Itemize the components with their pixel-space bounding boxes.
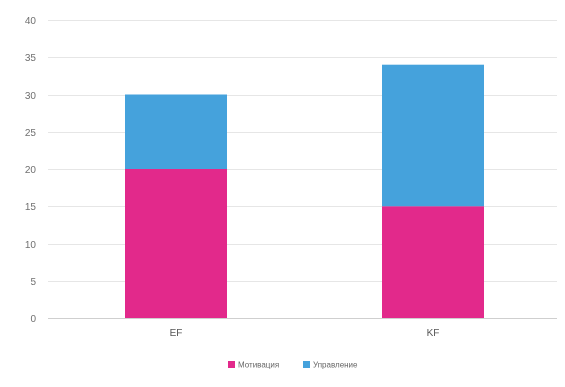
y-tick-label: 0 bbox=[30, 314, 36, 325]
bar-segment-management-ef[interactable] bbox=[125, 94, 227, 170]
x-axis-ticks: EF KF bbox=[170, 328, 440, 339]
legend-label[interactable]: Управление bbox=[313, 361, 358, 370]
bar-segment-motivation-kf[interactable] bbox=[382, 206, 484, 318]
y-tick-label: 15 bbox=[25, 202, 37, 213]
x-tick-label: EF bbox=[170, 328, 183, 339]
y-tick-label: 35 bbox=[25, 53, 37, 64]
y-tick-label: 20 bbox=[25, 165, 37, 176]
y-tick-label: 30 bbox=[25, 91, 37, 102]
bars bbox=[125, 64, 484, 318]
legend: Мотивация Управление bbox=[228, 361, 358, 370]
x-tick-label: KF bbox=[427, 328, 440, 339]
y-tick-label: 40 bbox=[25, 16, 37, 27]
legend-label[interactable]: Мотивация bbox=[238, 361, 279, 370]
legend-swatch bbox=[228, 361, 235, 368]
y-tick-label: 5 bbox=[30, 277, 36, 288]
bar-segment-motivation-ef[interactable] bbox=[125, 169, 227, 318]
y-tick-label: 10 bbox=[25, 240, 37, 251]
bar-segment-management-kf[interactable] bbox=[382, 64, 484, 207]
legend-swatch bbox=[303, 361, 310, 368]
y-axis-ticks: 0 5 10 15 20 25 30 35 40 bbox=[25, 16, 37, 325]
y-tick-label: 25 bbox=[25, 128, 37, 139]
